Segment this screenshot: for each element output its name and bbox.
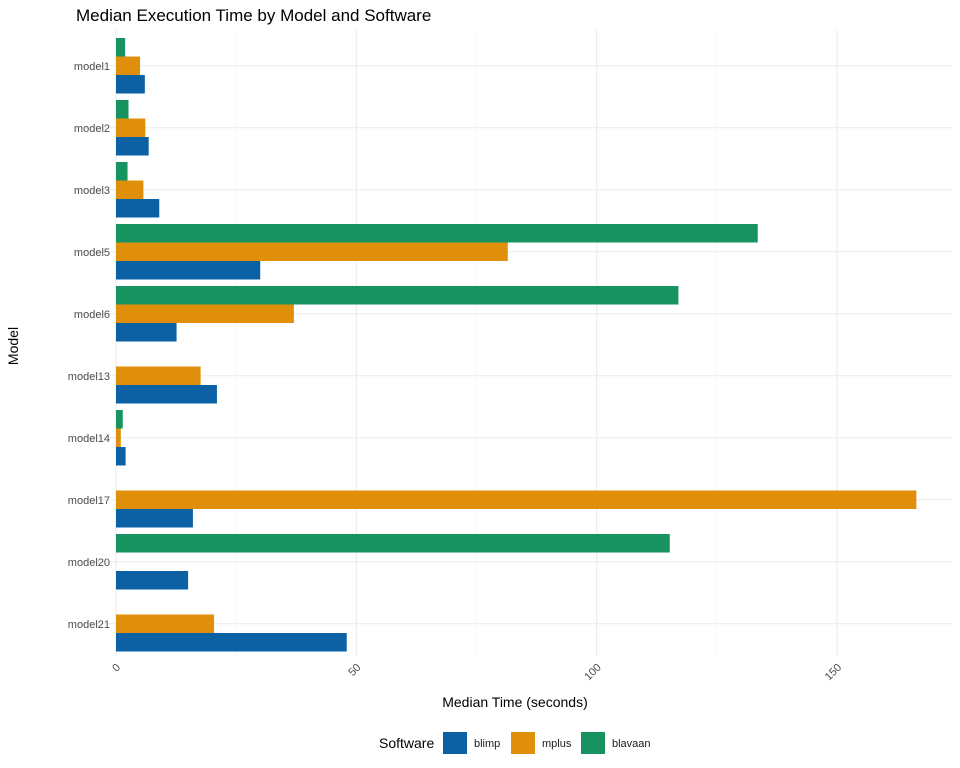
y-tick-label: model2: [74, 123, 110, 135]
grid: [76, 30, 952, 657]
legend-title: Software: [379, 735, 434, 751]
y-tick-label: model5: [74, 247, 110, 259]
legend-key-blavaan: [581, 732, 605, 754]
legend-key-mplus: [511, 732, 535, 754]
bar-blavaan-model2: [116, 100, 129, 119]
bar-blavaan-model20: [116, 534, 670, 553]
y-tick-label: model1: [74, 61, 110, 73]
bar-blimp-model20: [116, 571, 189, 590]
chart-title: Median Execution Time by Model and Softw…: [76, 6, 431, 25]
y-axis-title: Model: [5, 327, 21, 365]
y-tick-label: model17: [68, 495, 110, 507]
bar-blimp-model17: [116, 509, 193, 528]
bar-mplus-model2: [116, 118, 146, 137]
x-axis-title: Median Time (seconds): [442, 694, 588, 710]
y-tick-labels: model1 model2 model3 model5 model6 model13 mod…: [68, 61, 110, 631]
bar-blimp-model14: [116, 447, 126, 466]
bar-mplus-model3: [116, 180, 144, 199]
legend-key-blimp: [443, 732, 467, 754]
y-tick-label: model14: [68, 433, 110, 445]
bar-mplus-model21: [116, 614, 215, 633]
bar-blimp-model2: [116, 137, 149, 156]
bar-blavaan-model6: [116, 286, 679, 305]
bar-blavaan-model14: [116, 410, 123, 429]
y-tick-label: model3: [74, 185, 110, 197]
x-tick-label: 0: [110, 662, 123, 675]
legend-label-blavaan: blavaan: [612, 738, 651, 750]
bar-blavaan-model5: [116, 224, 758, 243]
bar-blimp-model13: [116, 385, 217, 404]
y-tick-label: model13: [68, 371, 110, 383]
x-tick-label: 150: [823, 662, 844, 683]
bar-blimp-model3: [116, 199, 160, 218]
bar-mplus-model14: [116, 428, 121, 447]
y-tick-label: model21: [68, 619, 110, 631]
x-tick-labels: 0 50 100 150: [110, 662, 844, 683]
bar-mplus-model1: [116, 56, 141, 75]
legend-label-mplus: mplus: [542, 738, 572, 750]
bar-blimp-model6: [116, 323, 177, 342]
y-tick-label: model6: [74, 309, 110, 321]
bar-blavaan-model1: [116, 38, 126, 57]
y-tick-label: model20: [68, 557, 110, 569]
bar-blimp-model21: [116, 633, 347, 652]
legend: Software blimp mplus blavaan: [379, 732, 651, 754]
bar-blimp-model5: [116, 261, 261, 280]
bar-mplus-model17: [116, 490, 917, 509]
bars: [116, 38, 917, 652]
bar-mplus-model6: [116, 304, 294, 323]
x-tick-label: 100: [582, 662, 603, 683]
x-tick-label: 50: [346, 662, 363, 679]
bar-mplus-model13: [116, 366, 201, 385]
bar-blavaan-model3: [116, 162, 128, 181]
legend-label-blimp: blimp: [474, 738, 500, 750]
bar-mplus-model5: [116, 242, 508, 261]
bar-blimp-model1: [116, 75, 145, 94]
